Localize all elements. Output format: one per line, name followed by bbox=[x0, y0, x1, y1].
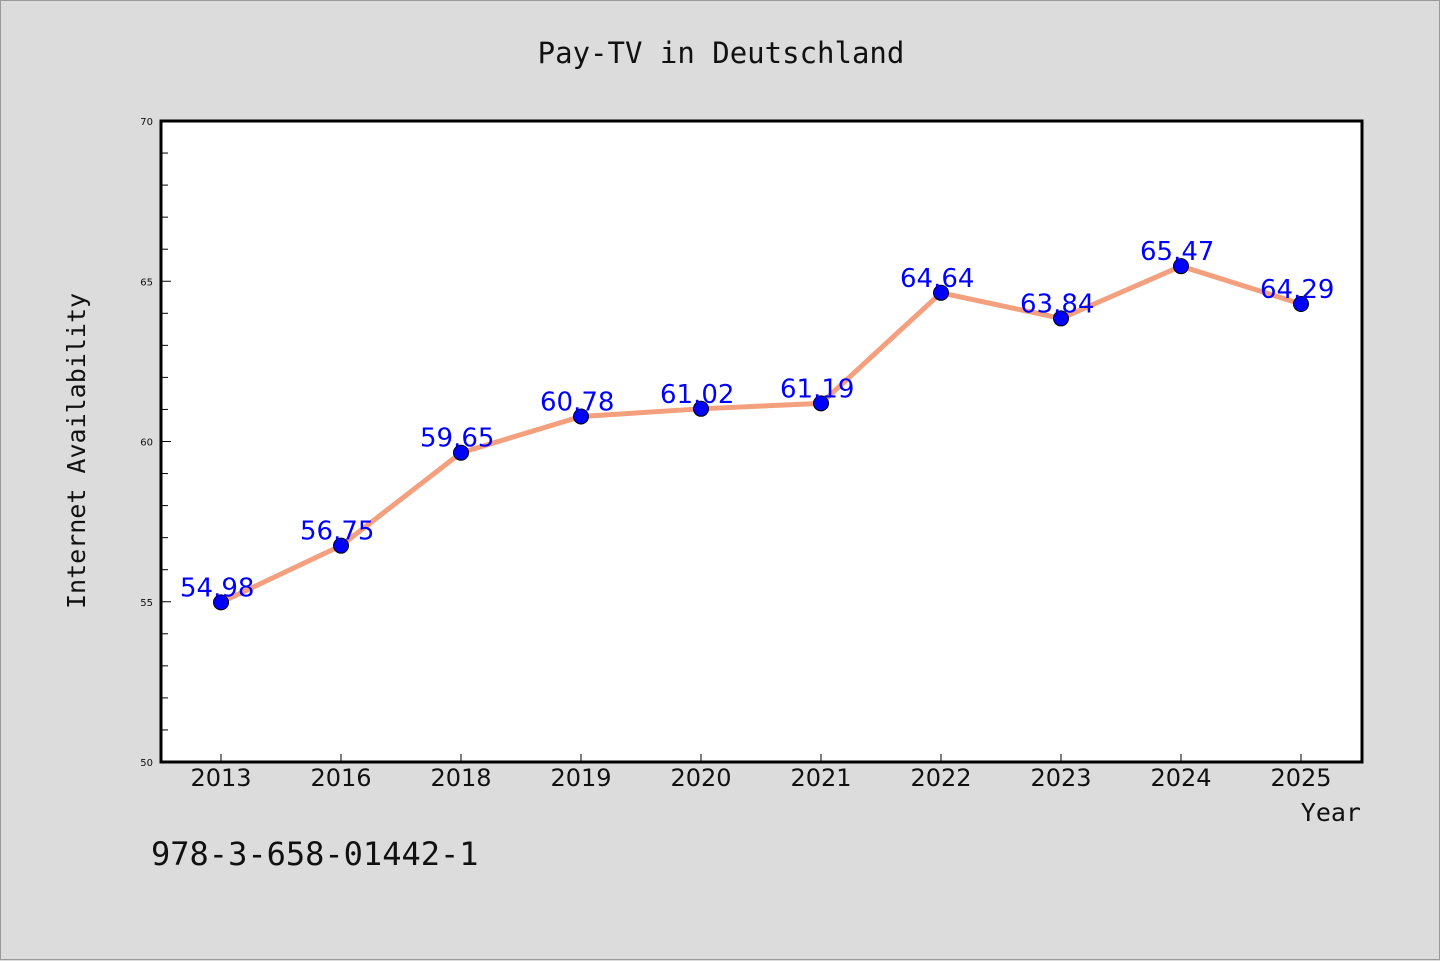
data-point bbox=[1173, 258, 1189, 275]
data-point bbox=[573, 408, 589, 425]
data-label: 64.64 bbox=[900, 264, 974, 294]
data-point bbox=[333, 537, 349, 554]
x-tick-labels: 2013 2016 2018 2019 2020 2021 2022 2023 2024 2025 bbox=[190, 764, 1331, 792]
x-tick-label: 2020 bbox=[670, 764, 731, 792]
data-labels: 54.98 56.75 59.65 60.78 61.02 61.19 64.64 63.84… bbox=[180, 237, 1334, 603]
plot-area bbox=[159, 119, 1364, 764]
x-tick-label: 2023 bbox=[1030, 764, 1091, 792]
data-point bbox=[813, 395, 829, 412]
y-tick-label: 55 bbox=[140, 598, 153, 609]
x-tick-label: 2016 bbox=[310, 764, 371, 792]
data-point bbox=[933, 284, 949, 301]
data-point bbox=[1293, 296, 1309, 313]
x-ticks bbox=[220, 754, 1302, 762]
y-axis-label: Internet Availability bbox=[62, 293, 91, 609]
series-line bbox=[218, 263, 1304, 605]
data-point bbox=[693, 400, 709, 417]
data-point bbox=[1053, 310, 1069, 327]
y-minor-ticks bbox=[161, 120, 171, 763]
data-label: 60.78 bbox=[540, 388, 614, 418]
y-tick-label: 50 bbox=[140, 758, 153, 769]
y-tick-label: 65 bbox=[140, 277, 153, 288]
x-tick-label: 2024 bbox=[1150, 764, 1211, 792]
footnote: 978-3-658-01442-1 bbox=[151, 835, 479, 873]
y-tick-labels: 50 55 60 65 70 bbox=[140, 117, 153, 769]
chart-title: Pay-TV in Deutschland bbox=[538, 36, 905, 70]
x-tick-label: 2018 bbox=[430, 764, 491, 792]
x-axis-label: Year bbox=[1301, 798, 1361, 827]
y-tick-label: 60 bbox=[140, 438, 153, 449]
y-tick-label: 70 bbox=[140, 117, 153, 128]
data-label: 61.02 bbox=[660, 380, 734, 410]
x-tick-label: 2013 bbox=[190, 764, 251, 792]
data-label: 63.84 bbox=[1020, 289, 1094, 319]
data-label: 65.47 bbox=[1140, 237, 1214, 267]
x-tick-label: 2021 bbox=[790, 764, 851, 792]
data-label: 59.65 bbox=[420, 424, 494, 454]
data-label: 64.29 bbox=[1260, 275, 1334, 305]
data-label: 61.19 bbox=[780, 374, 854, 404]
data-point bbox=[453, 444, 469, 461]
x-tick-label: 2025 bbox=[1270, 764, 1331, 792]
x-tick-label: 2022 bbox=[910, 764, 971, 792]
series-layer bbox=[213, 258, 1309, 611]
x-tick-label: 2019 bbox=[550, 764, 611, 792]
data-point bbox=[213, 594, 229, 611]
data-label: 56.75 bbox=[300, 517, 374, 547]
data-label: 54.98 bbox=[180, 573, 254, 603]
